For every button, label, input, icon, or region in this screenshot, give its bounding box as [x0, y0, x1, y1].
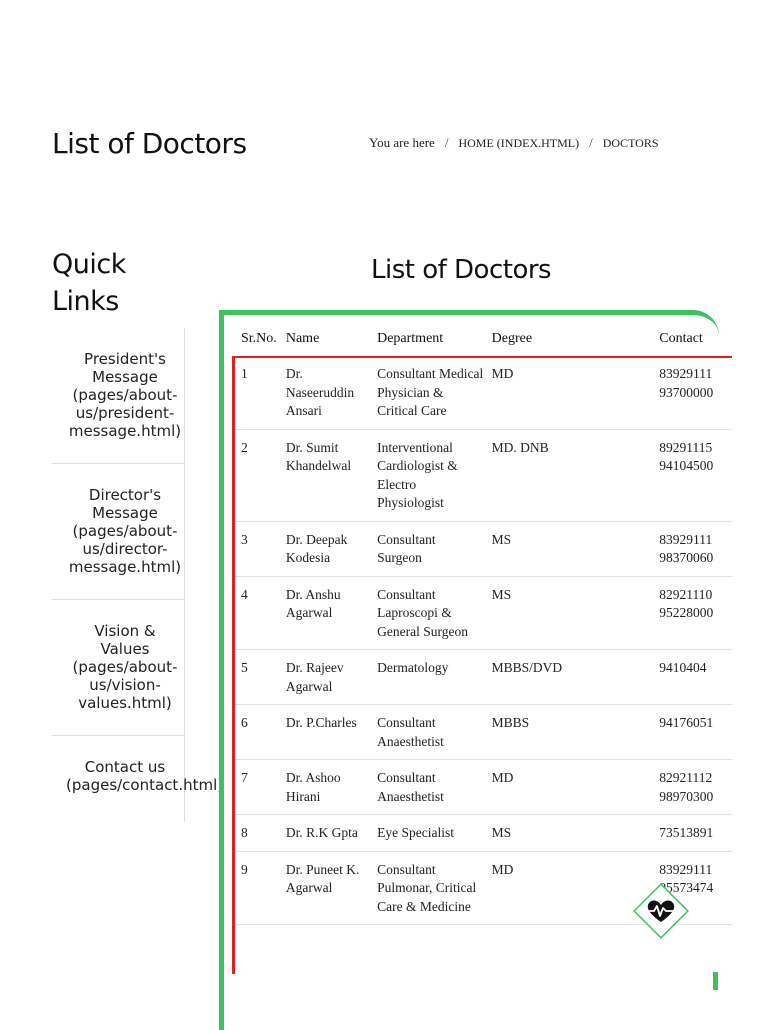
quick-link-director-message[interactable]: Director's Message (pages/about- us/dire…	[52, 464, 184, 600]
breadcrumb: You are here / HOME (INDEX.HTML) / DOCTORS	[369, 135, 659, 151]
breadcrumb-current-link[interactable]: DOCTORS	[602, 136, 659, 150]
cell-sr-no: 3	[232, 521, 282, 577]
cell-sr-no: 7	[232, 759, 282, 815]
heart-pulse-icon	[633, 883, 689, 939]
decorative-red-line-horizontal	[232, 356, 732, 358]
cell-name: Dr. R.K Gpta	[281, 814, 374, 852]
cell-department: Consultant Surgeon	[373, 521, 488, 577]
cell-department: Consultant Anaesthetist	[373, 704, 488, 760]
table-header-row: Sr.No. Name Department Degree Contact	[232, 322, 732, 356]
table-row: 8 Dr. R.K Gpta Eye Specialist MS 73513891	[232, 814, 732, 852]
decorative-green-frame-edge	[713, 972, 718, 990]
table-row: 5 Dr. Rajeev Agarwal Dermatology MBBS/DVD 94…	[232, 649, 732, 705]
breadcrumb-home-link[interactable]: HOME (INDEX.HTML)	[458, 136, 580, 150]
table-row: 1 Dr. Naseeruddin Ansari Consultant Medica…	[232, 356, 732, 430]
table-row: 4 Dr. Anshu Agarwal Consultant Laproscopi …	[232, 576, 732, 650]
cell-name: Dr. Naseeruddin Ansari	[281, 356, 374, 430]
cell-department: Dermatology	[373, 649, 488, 705]
cell-contact: 73513891	[655, 814, 732, 852]
quick-link-vision-values[interactable]: Vision & Values (pages/about- us/vision-…	[52, 600, 184, 736]
cell-sr-no: 1	[232, 356, 282, 430]
quick-link-contact-us[interactable]: Contact us (pages/contact.html)	[66, 758, 224, 794]
cell-name: Dr. Puneet K. Agarwal	[281, 851, 374, 925]
quick-links-title: Quick Links	[52, 249, 126, 317]
cell-sr-no: 6	[232, 704, 282, 760]
cell-degree: MD. DNB	[487, 429, 656, 522]
cell-sr-no: 4	[232, 576, 282, 650]
cell-department: Consultant Laproscopi & General Surgeon	[373, 576, 488, 650]
cell-contact: 83929111 98370060	[655, 521, 732, 577]
table-row: 6 Dr. P.Charles Consultant Anaesthetist MBB…	[232, 704, 732, 760]
cell-sr-no: 2	[232, 429, 282, 522]
cell-sr-no: 9	[232, 851, 282, 925]
cell-degree: MBBS/DVD	[487, 649, 656, 705]
cell-name: Dr. Anshu Agarwal	[281, 576, 374, 650]
cell-contact: 82921112 98970300	[655, 759, 732, 815]
cell-contact: 9410404	[655, 649, 732, 705]
cell-department: Consultant Anaesthetist	[373, 759, 488, 815]
cell-degree: MD	[487, 851, 656, 925]
cell-name: Dr. Deepak Kodesia	[281, 521, 374, 577]
cell-sr-no: 8	[232, 814, 282, 852]
breadcrumb-prefix: You are here	[369, 135, 435, 150]
column-header-degree: Degree	[491, 331, 533, 346]
cell-contact: 83929111 93700000	[655, 356, 732, 430]
breadcrumb-separator: /	[589, 135, 593, 150]
cell-degree: MS	[487, 814, 656, 852]
column-header-name: Name	[285, 331, 320, 346]
cell-degree: MS	[487, 521, 656, 577]
column-header-contact: Contact	[659, 331, 703, 346]
page-title: List of Doctors	[52, 127, 247, 160]
cell-degree: MD	[487, 759, 656, 815]
breadcrumb-separator: /	[444, 135, 449, 150]
cell-name: Dr. Sumit Khandelwal	[281, 429, 374, 522]
doctors-section-title: List of Doctors	[371, 255, 552, 285]
quick-links-list: President's Message (pages/about- us/pre…	[52, 328, 223, 822]
table-row: 3 Dr. Deepak Kodesia Consultant Surgeon MS 8…	[232, 521, 732, 577]
table-row: 7 Dr. Ashoo Hirani Consultant Anaesthetist…	[232, 759, 732, 815]
quick-link-president-message[interactable]: President's Message (pages/about- us/pre…	[52, 328, 184, 464]
cell-name: Dr. Ashoo Hirani	[281, 759, 374, 815]
table-row: 2 Dr. Sumit Khandelwal Interventional Card…	[232, 429, 732, 522]
cell-department: Eye Specialist	[373, 814, 488, 852]
cell-name: Dr. Rajeev Agarwal	[281, 649, 374, 705]
cell-contact: 89291115 94104500	[655, 429, 732, 522]
cell-name: Dr. P.Charles	[281, 704, 374, 760]
cell-contact: 94176051	[655, 704, 732, 760]
cell-contact: 82921110 95228000	[655, 576, 732, 650]
table-row: 9 Dr. Puneet K. Agarwal Consultant Pulmona…	[232, 851, 732, 925]
cell-sr-no: 5	[232, 649, 282, 705]
cell-department: Interventional Cardiologist & Electro Ph…	[373, 429, 488, 522]
decorative-red-line-vertical	[232, 356, 235, 974]
cell-degree: MBBS	[487, 704, 656, 760]
column-header-sr-no: Sr.No.	[241, 331, 277, 346]
cell-degree: MS	[487, 576, 656, 650]
cell-department: Consultant Pulmonar, Critical Care & Med…	[373, 851, 488, 925]
decorative-green-frame	[219, 310, 719, 1030]
cell-department: Consultant Medical Physician & Critical …	[373, 356, 488, 430]
cell-degree: MD	[487, 356, 656, 430]
column-header-department: Department	[377, 331, 444, 346]
